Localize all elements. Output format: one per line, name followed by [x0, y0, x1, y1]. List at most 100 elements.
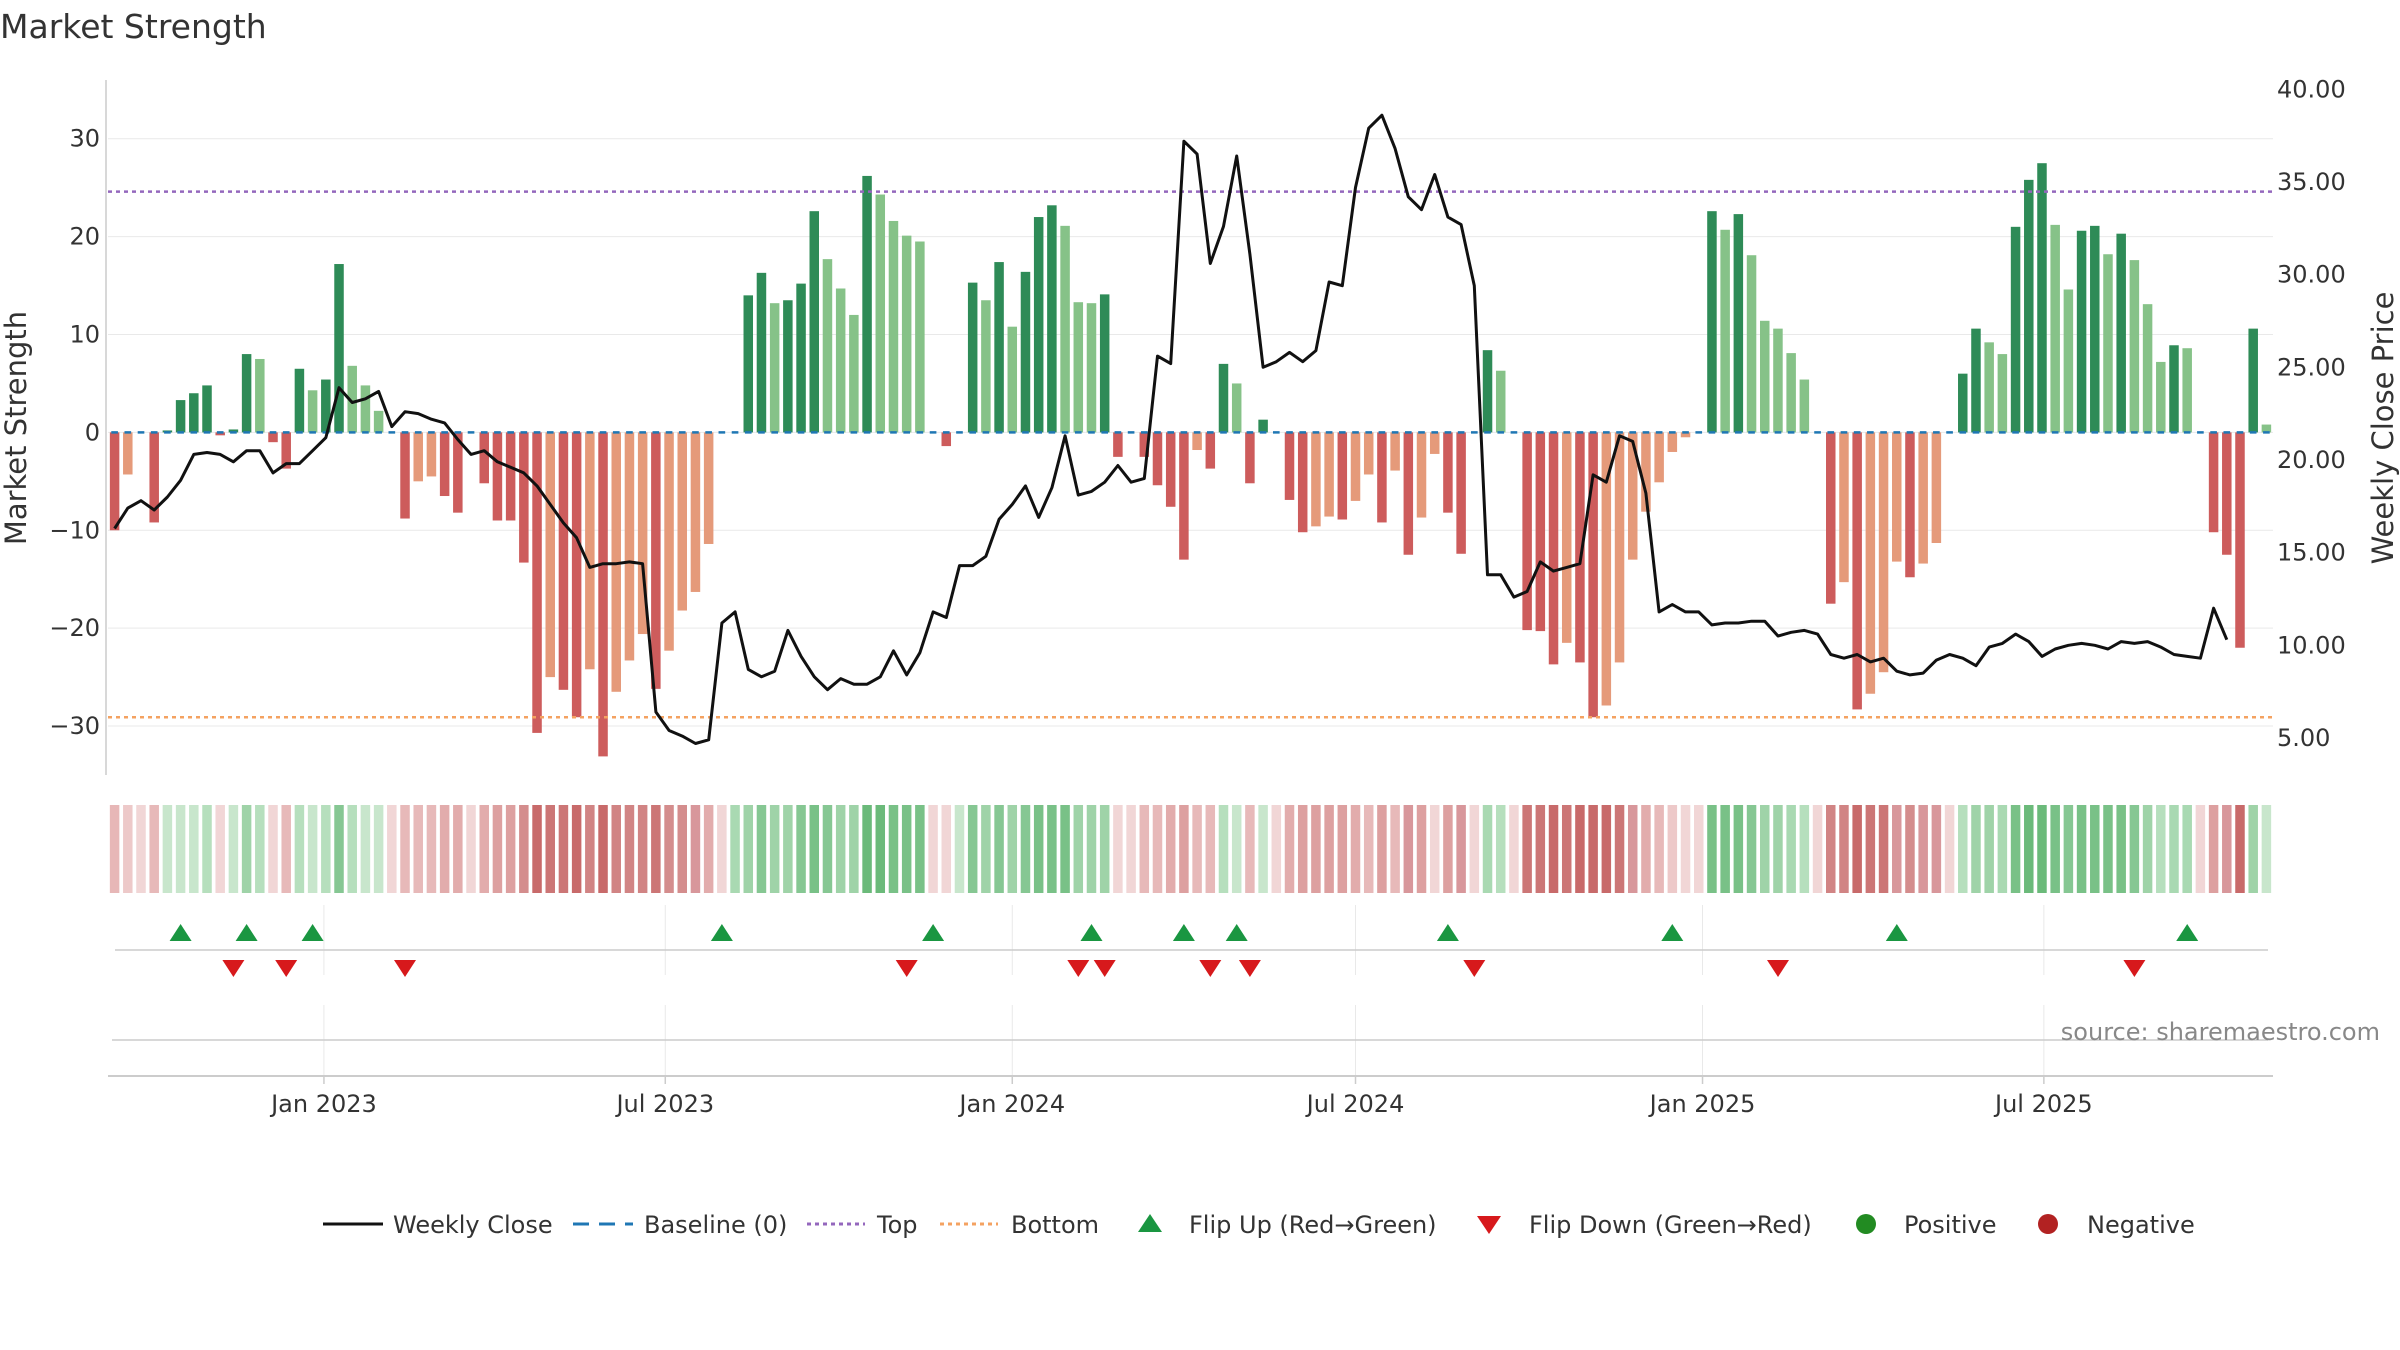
strip-cell: [1007, 805, 1018, 893]
strip-cell: [2063, 805, 2074, 893]
right-axis-label: Weekly Close Price: [2366, 292, 2400, 565]
strength-bar: [1588, 432, 1598, 718]
strip-cell: [1482, 805, 1493, 893]
flip-up-marker: [1172, 924, 1195, 941]
right-tick-label: 15.00: [2277, 539, 2346, 567]
strength-bar: [1852, 432, 1862, 710]
x-tick-label: Jan 2025: [1648, 1090, 1756, 1118]
strip-cell: [703, 805, 714, 893]
strength-bar: [545, 432, 555, 678]
strength-bar: [189, 393, 199, 433]
strip-cell: [1865, 805, 1876, 893]
left-tick-label: −30: [49, 712, 100, 740]
strip-cell: [1760, 805, 1770, 893]
strip-cell: [2142, 805, 2153, 893]
strip-cell: [2010, 805, 2021, 893]
strength-bar: [677, 432, 687, 611]
strip-cell: [1680, 805, 1691, 893]
strength-bar: [941, 432, 952, 447]
strip-cell: [1086, 805, 1097, 893]
weekly-close-line: [113, 113, 2229, 745]
strip-cell: [1403, 805, 1414, 893]
strength-bar: [1258, 419, 1268, 433]
strip-cell: [492, 805, 503, 893]
strength-bar: [849, 314, 859, 433]
strength-bar: [2103, 254, 2113, 433]
x-tick-label: Jan 2024: [957, 1090, 1065, 1118]
strip-cell: [690, 805, 701, 893]
legend-item-bottom: Bottom: [940, 1211, 1099, 1239]
strength-bar: [1680, 432, 1691, 438]
strip-cell: [915, 805, 925, 893]
strip-cell: [571, 805, 582, 893]
strength-bar: [281, 432, 291, 469]
strength-bar: [1443, 432, 1453, 513]
legend-label: Baseline (0): [644, 1211, 787, 1239]
strip-cell: [189, 805, 199, 893]
strip-cell: [479, 805, 489, 893]
strip-cell: [2169, 805, 2179, 893]
strip-cell: [2156, 805, 2166, 893]
legend-label: Bottom: [1011, 1211, 1099, 1239]
strength-bar: [1707, 211, 1717, 433]
right-tick-label: 10.00: [2277, 631, 2346, 659]
strength-bar: [1958, 373, 1968, 433]
strength-bar: [585, 432, 595, 670]
strip-cell: [162, 805, 173, 893]
strip-cell: [1139, 805, 1150, 893]
source-credit: source: sharemaestro.com: [2061, 1018, 2380, 1046]
legend-item-positive: Positive: [1856, 1211, 1997, 1239]
strip-cell: [1958, 805, 1968, 893]
strength-bar: [2116, 233, 2126, 433]
strip-cell: [2235, 805, 2245, 893]
strength-bar: [1878, 432, 1889, 673]
left-axis-ticks: 30 20 10 0 −10 −20 −30: [49, 125, 100, 740]
strength-bar: [1350, 432, 1361, 501]
strength-bar: [241, 354, 252, 433]
left-tick-label: −10: [49, 516, 100, 544]
strength-bar: [453, 432, 463, 513]
strength-bar: [1245, 432, 1255, 484]
strip-cell: [532, 805, 542, 893]
strength-bar: [123, 432, 133, 475]
strength-bar: [2010, 226, 2021, 433]
flip-up-marker: [235, 924, 258, 941]
x-tick-label: Jul 2024: [1305, 1090, 1405, 1118]
strip-cell: [1812, 805, 1823, 893]
strip-cell: [1192, 805, 1202, 893]
strength-bar: [1324, 432, 1334, 517]
strip-cell: [1073, 805, 1084, 893]
strength-bar: [915, 241, 925, 433]
strength-bar: [1456, 432, 1466, 554]
strip-cell: [347, 805, 357, 893]
legend-item-negative: Negative: [2038, 1211, 2195, 1239]
strip-cell: [1179, 805, 1189, 893]
strip-cell: [1826, 805, 1836, 893]
strength-bar: [1495, 370, 1506, 433]
strip-cell: [2248, 805, 2258, 893]
strip-cell: [373, 805, 384, 893]
strip-cell: [717, 805, 727, 893]
strength-bar: [690, 432, 701, 592]
bottom-panel: [108, 1039, 2273, 1077]
strip-cell: [1165, 805, 1176, 893]
right-tick-label: 40.00: [2277, 75, 2346, 103]
strength-bar: [479, 432, 489, 484]
strip-cell: [1509, 805, 1519, 893]
strip-cell: [2037, 805, 2047, 893]
strength-bar: [1363, 432, 1374, 475]
legend-label: Top: [876, 1211, 918, 1239]
strip-cell: [1601, 805, 1612, 893]
strip-cell: [1377, 805, 1387, 893]
strength-bar: [1892, 432, 1902, 562]
strip-cell: [123, 805, 133, 893]
strength-bar: [1575, 432, 1585, 663]
legend-label: Weekly Close: [393, 1211, 553, 1239]
strength-bar: [1826, 432, 1836, 604]
strength-bar: [769, 303, 780, 433]
strength-bar: [519, 432, 529, 563]
legend-item-flip-down: Flip Down (Green→Red): [1477, 1211, 1812, 1239]
strip-cell: [307, 805, 318, 893]
strip-cell: [1773, 805, 1783, 893]
strip-cell: [624, 805, 635, 893]
